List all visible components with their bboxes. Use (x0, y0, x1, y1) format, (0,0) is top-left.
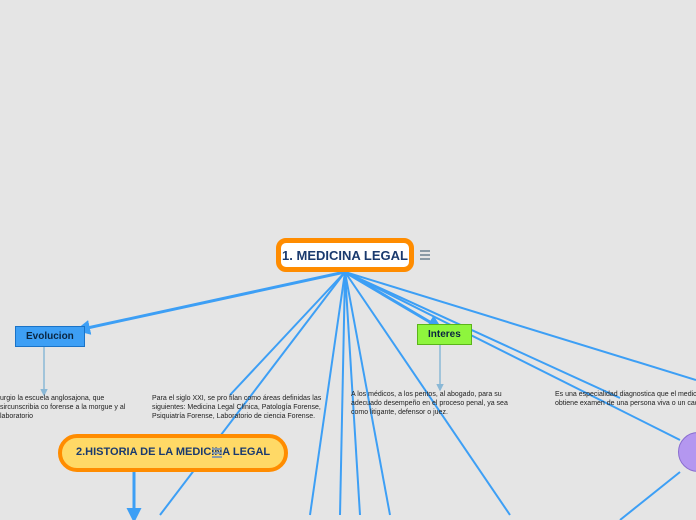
text-leaf-4: Es una especialidad diagnostica que el m… (555, 391, 696, 409)
node-historia[interactable]: 2.HISTORIA DE LA MEDICINA LEGAL (58, 434, 288, 472)
menu-icon[interactable] (420, 250, 430, 260)
text-leaf-2: Para el siglo XXI, se pro filan como áre… (152, 395, 322, 421)
node-interes[interactable]: Interes (417, 324, 472, 345)
text-leaf-1: urgio la escuela anglosajona, que sircun… (0, 395, 140, 421)
menu-icon[interactable] (212, 448, 222, 458)
root-node[interactable]: 1. MEDICINA LEGAL (276, 238, 414, 272)
text-leaf-3: A los médicos, a los peritos, al abogado… (351, 391, 526, 417)
node-evolucion[interactable]: Evolucion (15, 326, 85, 347)
node-purple[interactable] (678, 432, 696, 472)
